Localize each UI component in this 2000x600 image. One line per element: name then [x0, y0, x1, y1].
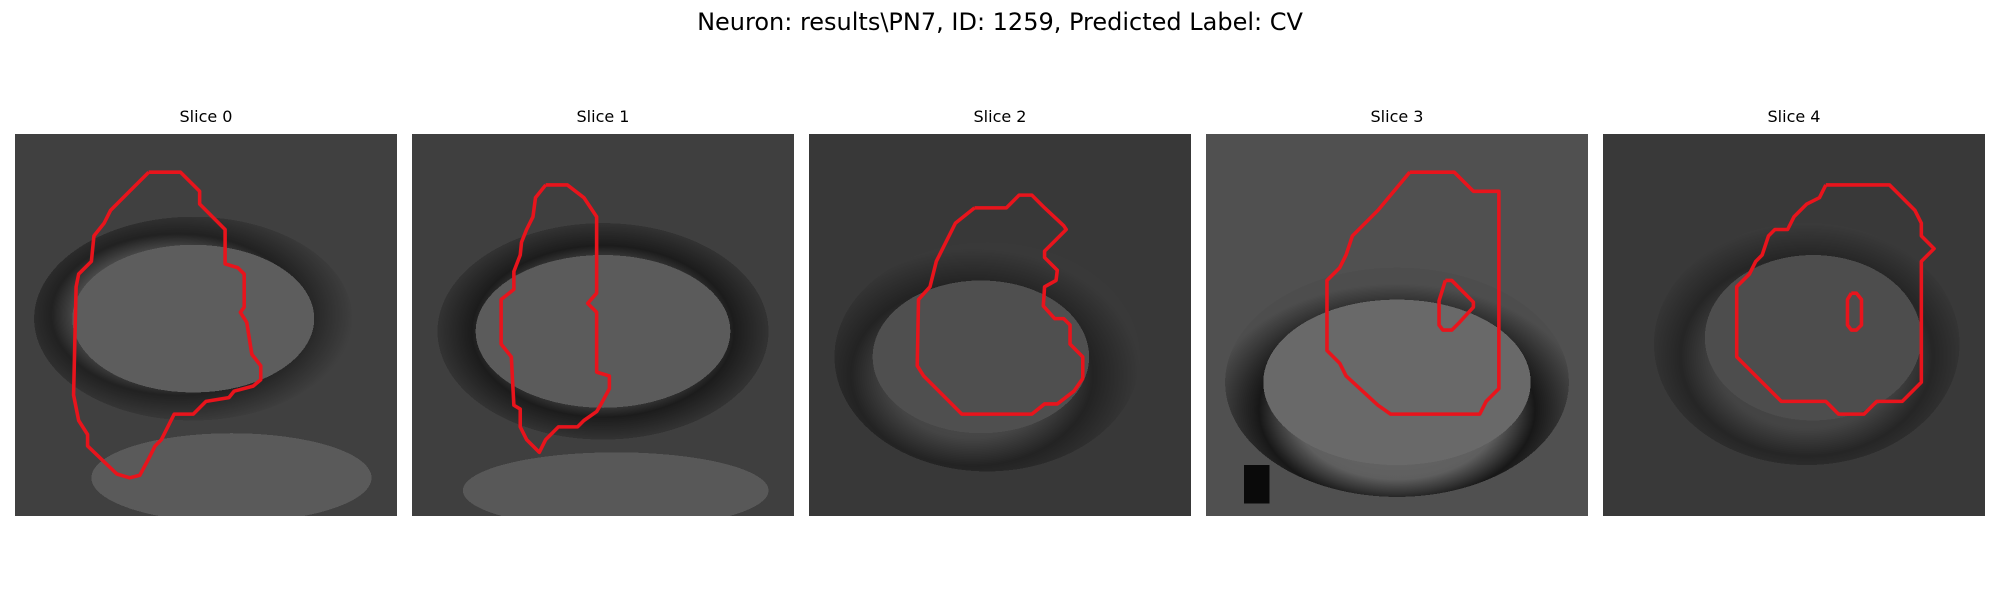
- slice-image-0: [15, 134, 397, 516]
- slice-title-3: Slice 3: [1370, 107, 1424, 126]
- slice-image-2: [809, 134, 1191, 516]
- figure-title: Neuron: results\PN7, ID: 1259, Predicted…: [697, 8, 1303, 36]
- slice-title-4: Slice 4: [1767, 107, 1821, 126]
- slice-panel-3: Slice 3: [1206, 106, 1588, 520]
- slice-panel-1: Slice 1: [412, 106, 794, 520]
- slice-panel-4: Slice 4: [1603, 106, 1985, 520]
- slice-panel-0: Slice 0: [15, 106, 397, 520]
- slice-image-4: [1603, 134, 1985, 516]
- slice-title-0: Slice 0: [179, 107, 233, 126]
- slice-title-2: Slice 2: [973, 107, 1027, 126]
- slice-image-1: [412, 134, 794, 516]
- slice-image-3: [1206, 134, 1588, 516]
- slice-title-1: Slice 1: [576, 107, 630, 126]
- slice-panel-2: Slice 2: [809, 106, 1191, 520]
